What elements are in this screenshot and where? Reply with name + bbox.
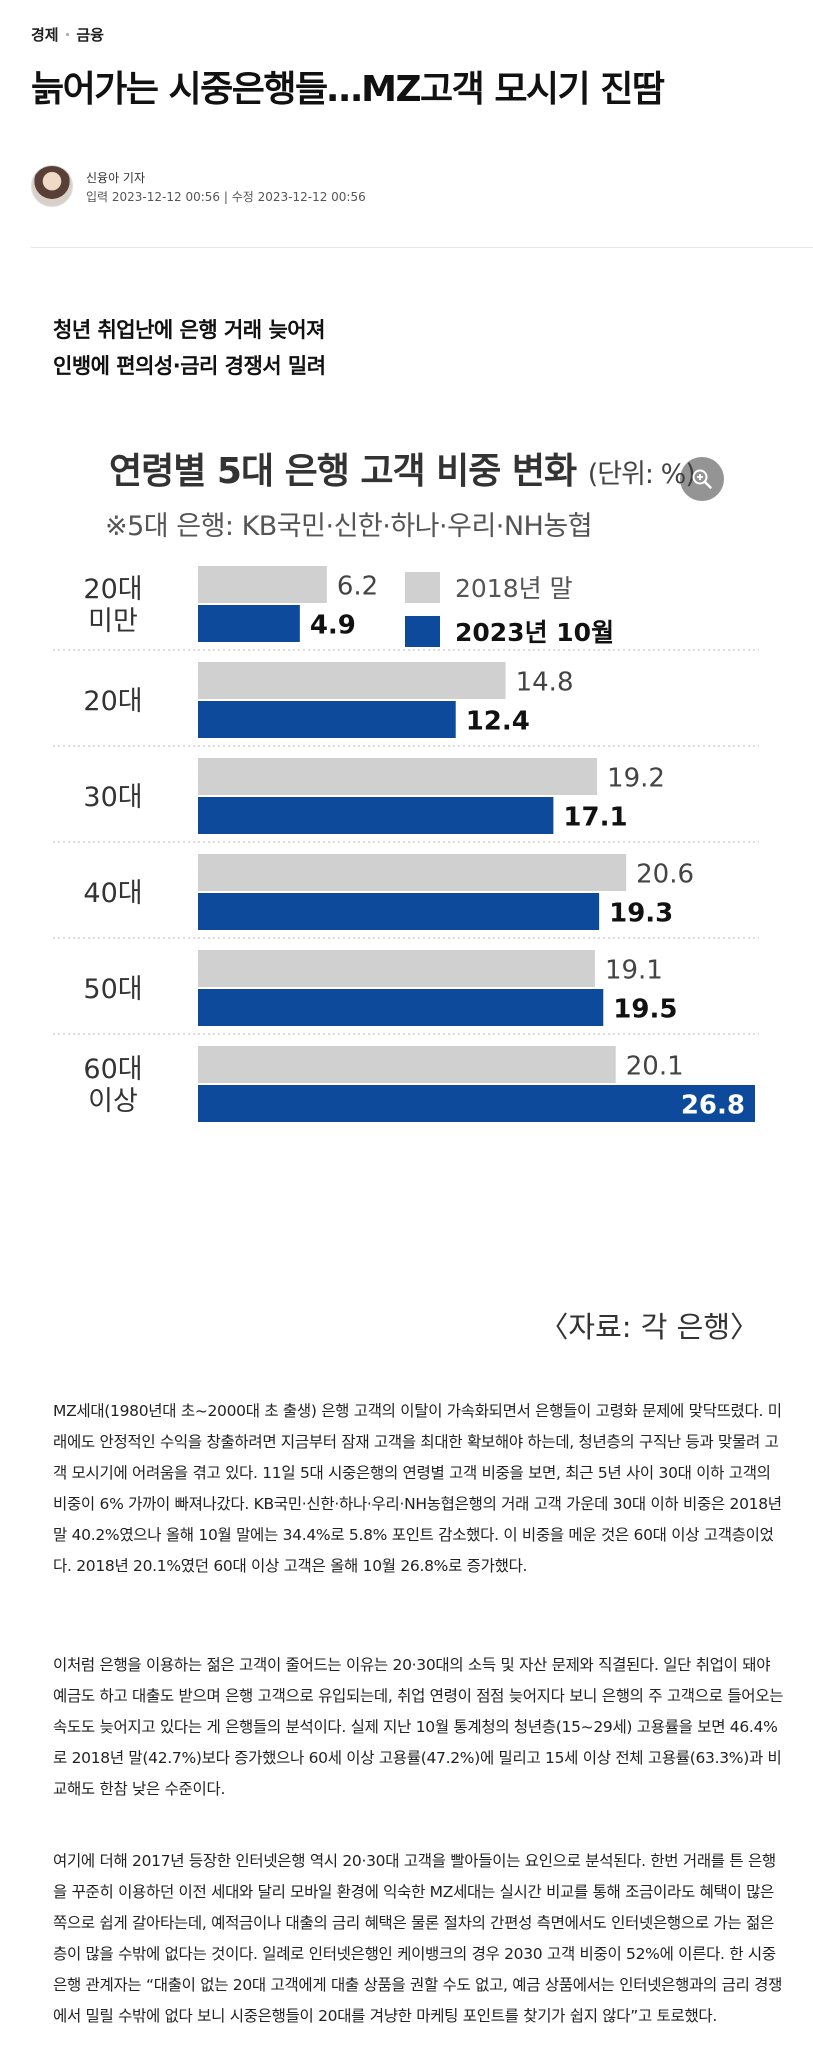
legend-swatch [405,572,440,603]
bar-2018 [198,950,595,987]
article-paragraph: MZ세대(1980년대 초~2000대 초 출생) 은행 고객의 이탈이 가속화… [53,1402,782,1575]
category-link[interactable]: 경제 [31,26,59,44]
data-label: 20.1 [626,1052,684,1082]
data-label: 17.1 [563,803,627,833]
subcategory-link[interactable]: 금융 [76,26,104,44]
category-breadcrumb: 경제 · 금융 [31,24,104,45]
chart-source: 〈자료: 각 은행〉 [539,1310,759,1344]
zoom-in-icon[interactable] [680,457,724,501]
article-headline: 늙어가는 시중은행들…MZ고객 모시기 진땀 [31,69,665,110]
chart-title-text: 연령별 5대 은행 고객 비중 변화 [109,451,577,492]
chart-unit: (단위: %) [587,459,696,490]
category-label: 50대 [83,974,142,1005]
bar-2018 [198,662,506,699]
category-label: 20대 [83,686,142,717]
reporter-avatar[interactable] [31,165,73,207]
data-label: 19.1 [605,956,663,986]
category-label: 이상 [88,1086,138,1117]
chart-title: 연령별 5대 은행 고객 비중 변화 (단위: %) [109,442,696,494]
category-label: 미만 [88,606,138,637]
article-subhead: 청년 취업난에 은행 거래 늦어져 인뱅에 편의성·금리 경쟁서 밀려 [53,312,326,384]
magnifier-icon [692,469,712,489]
bar-2018 [198,758,598,795]
data-label: 19.2 [607,764,665,794]
data-label: 26.8 [681,1091,745,1121]
chart-note: ※5대 은행: KB국민·신한·하나·우리·NH농협 [105,511,593,542]
subhead-line: 청년 취업난에 은행 거래 늦어져 [53,318,325,342]
bar-2023 [198,1085,755,1122]
category-label: 40대 [83,878,142,909]
category-label: 30대 [83,782,142,813]
bar-2018 [198,1046,616,1083]
data-label: 6.2 [337,572,378,602]
subhead-line: 인뱅에 편의성·금리 경쟁서 밀려 [53,354,326,378]
breadcrumb-separator: · [64,26,71,44]
publish-dates: 입력 2023-12-12 00:56 | 수정 2023-12-12 00:5… [86,190,366,204]
bar-chart: 20대미만6.24.920대14.812.430대19.217.140대20.6… [53,566,759,1122]
bar-2023 [198,605,300,642]
data-label: 20.6 [636,860,694,890]
legend-swatch [405,616,440,647]
category-label: 60대 [83,1054,142,1085]
data-label: 19.5 [613,995,677,1025]
data-label: 4.9 [310,611,356,641]
bar-2018 [198,566,327,603]
bar-2023 [198,701,456,738]
data-label: 19.3 [609,899,673,929]
bar-2023 [198,797,554,834]
legend-label: 2023년 10월 [455,618,614,647]
category-label: 20대 [83,574,142,605]
header-divider [31,247,813,248]
reporter-name[interactable]: 신융아 기자 [86,171,146,185]
bar-2023 [198,893,600,930]
bar-2023 [198,989,604,1026]
data-label: 12.4 [466,707,530,737]
article-paragraph: 이처럼 은행을 이용하는 젊은 고객이 줄어드는 이유는 20·30대의 소득 … [53,1656,784,1798]
chart-figure: 연령별 5대 은행 고객 비중 변화 (단위: %) ※5대 은행: KB국민·… [53,424,759,1349]
data-label: 14.8 [516,668,574,698]
bar-2018 [198,854,627,891]
legend-label: 2018년 말 [455,574,573,603]
article-paragraph: 여기에 더해 2017년 등장한 인터넷은행 역시 20·30대 고객을 빨아들… [53,1852,783,2025]
